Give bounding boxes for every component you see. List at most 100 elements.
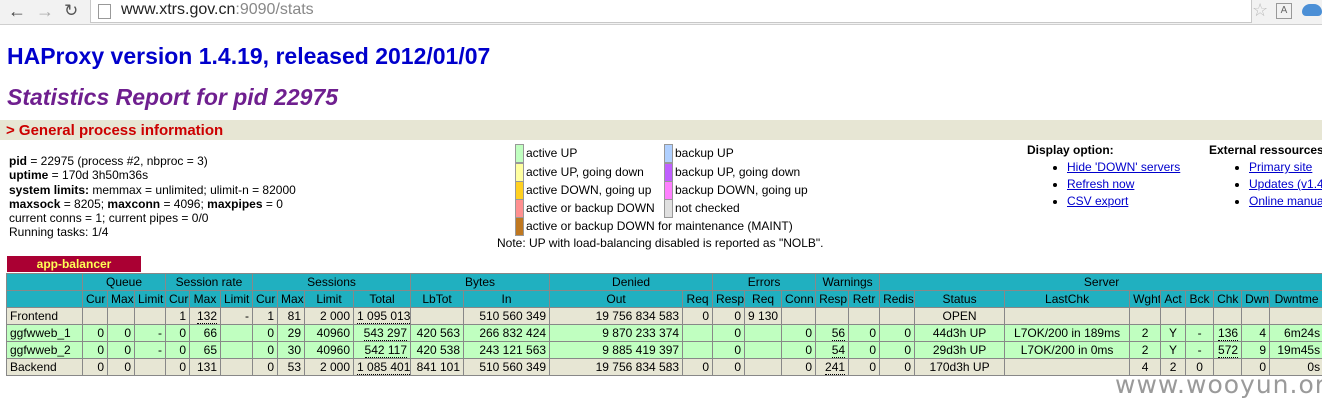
url-text[interactable]: www.xtrs.gov.cn:9090/stats [121, 1, 314, 19]
column-header: Status [914, 290, 1006, 308]
column-header: Cur [165, 290, 190, 308]
table-cell: 9 [1241, 341, 1271, 359]
table-cell [1269, 307, 1322, 325]
table-cell: 0 [682, 358, 714, 376]
table-cell [682, 324, 714, 342]
display-options-heading: Display option: [1027, 143, 1114, 157]
table-cell [1129, 307, 1162, 325]
group-header: Denied [549, 273, 714, 291]
table-cell: 420 563 [410, 324, 465, 342]
address-bar[interactable]: www.xtrs.gov.cn:9090/stats [90, 0, 1252, 23]
table-cell: 6m24s [1269, 324, 1322, 342]
header-corner [6, 290, 83, 308]
row-name[interactable]: Frontend [6, 307, 83, 325]
section-title: > General process information [6, 122, 224, 139]
table-cell: 0 [165, 358, 190, 376]
star-icon[interactable]: ☆ [1252, 0, 1269, 20]
column-header: Bck [1185, 290, 1215, 308]
column-header: Limit [134, 290, 166, 308]
row-name[interactable]: ggfwweb_2 [6, 341, 83, 359]
column-header: Retr [848, 290, 881, 308]
table-cell [219, 341, 254, 359]
maxconn-value: = 4096; [160, 196, 208, 211]
table-cell: 30 [277, 341, 306, 359]
watermark: www.wooyun.org [1115, 370, 1322, 399]
cloud-icon[interactable] [1302, 4, 1322, 16]
group-header: Errors [712, 273, 817, 291]
group-header: Session rate [164, 273, 254, 291]
table-cell: 841 101 [410, 358, 465, 376]
table-cell: 0 [682, 307, 714, 325]
table-cell: 40960 [304, 341, 355, 359]
table-cell [744, 358, 783, 376]
process-info: pid = 22975 (process #2, nbproc = 3) upt… [9, 154, 296, 240]
table-cell: 9 130 [744, 307, 783, 325]
translate-icon[interactable]: A [1276, 3, 1292, 19]
table-cell: 0 [712, 358, 746, 376]
arrow-left-icon[interactable]: ← [8, 1, 26, 21]
reload-icon[interactable]: ↻ [64, 1, 79, 20]
table-cell: 4 [1129, 358, 1162, 376]
row-name[interactable]: ggfwweb_1 [6, 324, 83, 342]
browser-toolbar: ← → ↻ www.xtrs.gov.cn:9090/stats ☆ A [0, 0, 1322, 25]
maxconn-label: maxconn [107, 196, 161, 211]
page-title: HAProxy version 1.4.19, released 2012/01… [7, 43, 491, 69]
table-cell: 2 [1129, 341, 1162, 359]
proxy-name[interactable]: app-balancer [7, 256, 141, 272]
table-cell: 0 [252, 324, 279, 342]
page-icon [98, 4, 111, 19]
legend-label: active UP, going down [526, 165, 644, 179]
table-cell: 0 [712, 324, 746, 342]
column-header-row: Cur Max Limit Cur Max Limit Cur Max Limit Total Lb… [6, 290, 1322, 308]
table-cell [1004, 307, 1131, 325]
group-header-row: Queue Session rate Sessions Bytes Denied Erro… [6, 273, 1322, 291]
legend-swatch [664, 144, 673, 163]
maxpipes-label: maxpipes [207, 196, 263, 211]
table-cell: 19 756 834 583 [549, 307, 684, 325]
table-cell: Y [1160, 324, 1187, 342]
table-cell: 1 095 013 [353, 307, 412, 325]
legend-swatch [515, 181, 524, 200]
updates-link[interactable]: Updates (v1.4) [1249, 177, 1322, 191]
group-header: Server [879, 273, 1322, 291]
refresh-link[interactable]: Refresh now [1067, 177, 1135, 191]
maxsock-value: = 8205; [60, 196, 108, 211]
table-cell: 2 000 [304, 307, 355, 325]
table-cell: L7OK/200 in 189ms [1004, 324, 1131, 342]
table-cell: 44d3h UP [914, 324, 1006, 342]
table-cell: - [1185, 324, 1215, 342]
table-cell: 0 [107, 341, 135, 359]
table-cell: 266 832 424 [463, 324, 551, 342]
legend-label: backup DOWN, going up [675, 183, 808, 197]
table-cell [410, 307, 465, 325]
column-header: Redis [879, 290, 916, 308]
column-header: Req [682, 290, 714, 308]
column-header: Chk [1213, 290, 1243, 308]
table-cell: 132 [189, 307, 221, 325]
table-cell: 0 [165, 324, 190, 342]
table-cell: - [134, 341, 166, 359]
column-header: Dwn [1241, 290, 1271, 308]
table-cell: OPEN [914, 307, 1006, 325]
pid-value: = 22975 (process #2, nbproc = 3) [27, 154, 208, 168]
table-row: Frontend 1 132-1 81 2 000 1 095 013 510 560 34… [6, 307, 1322, 325]
pid-label: pid [9, 154, 27, 168]
table-cell [82, 307, 108, 325]
table-cell [1004, 358, 1131, 376]
table-cell: 2 [1129, 324, 1162, 342]
running-tasks: Running tasks: 1/4 [9, 225, 109, 240]
primary-site-link[interactable]: Primary site [1249, 160, 1313, 174]
external-resources-heading: External ressources: [1209, 143, 1322, 157]
hide-down-link[interactable]: Hide 'DOWN' servers [1067, 160, 1181, 174]
table-cell: 65 [189, 341, 221, 359]
maxsock-label: maxsock [9, 196, 61, 211]
online-manual-link[interactable]: Online manual [1249, 194, 1322, 208]
display-options: Display option: Hide 'DOWN' servers Refr… [1027, 143, 1180, 210]
arrow-right-icon[interactable]: → [36, 1, 54, 21]
csv-export-link[interactable]: CSV export [1067, 194, 1129, 208]
table-cell: 0 [879, 324, 916, 342]
table-cell: 2 [1160, 358, 1187, 376]
table-cell: 0 [252, 358, 279, 376]
row-name[interactable]: Backend [6, 358, 83, 376]
table-cell: 0 [879, 341, 916, 359]
